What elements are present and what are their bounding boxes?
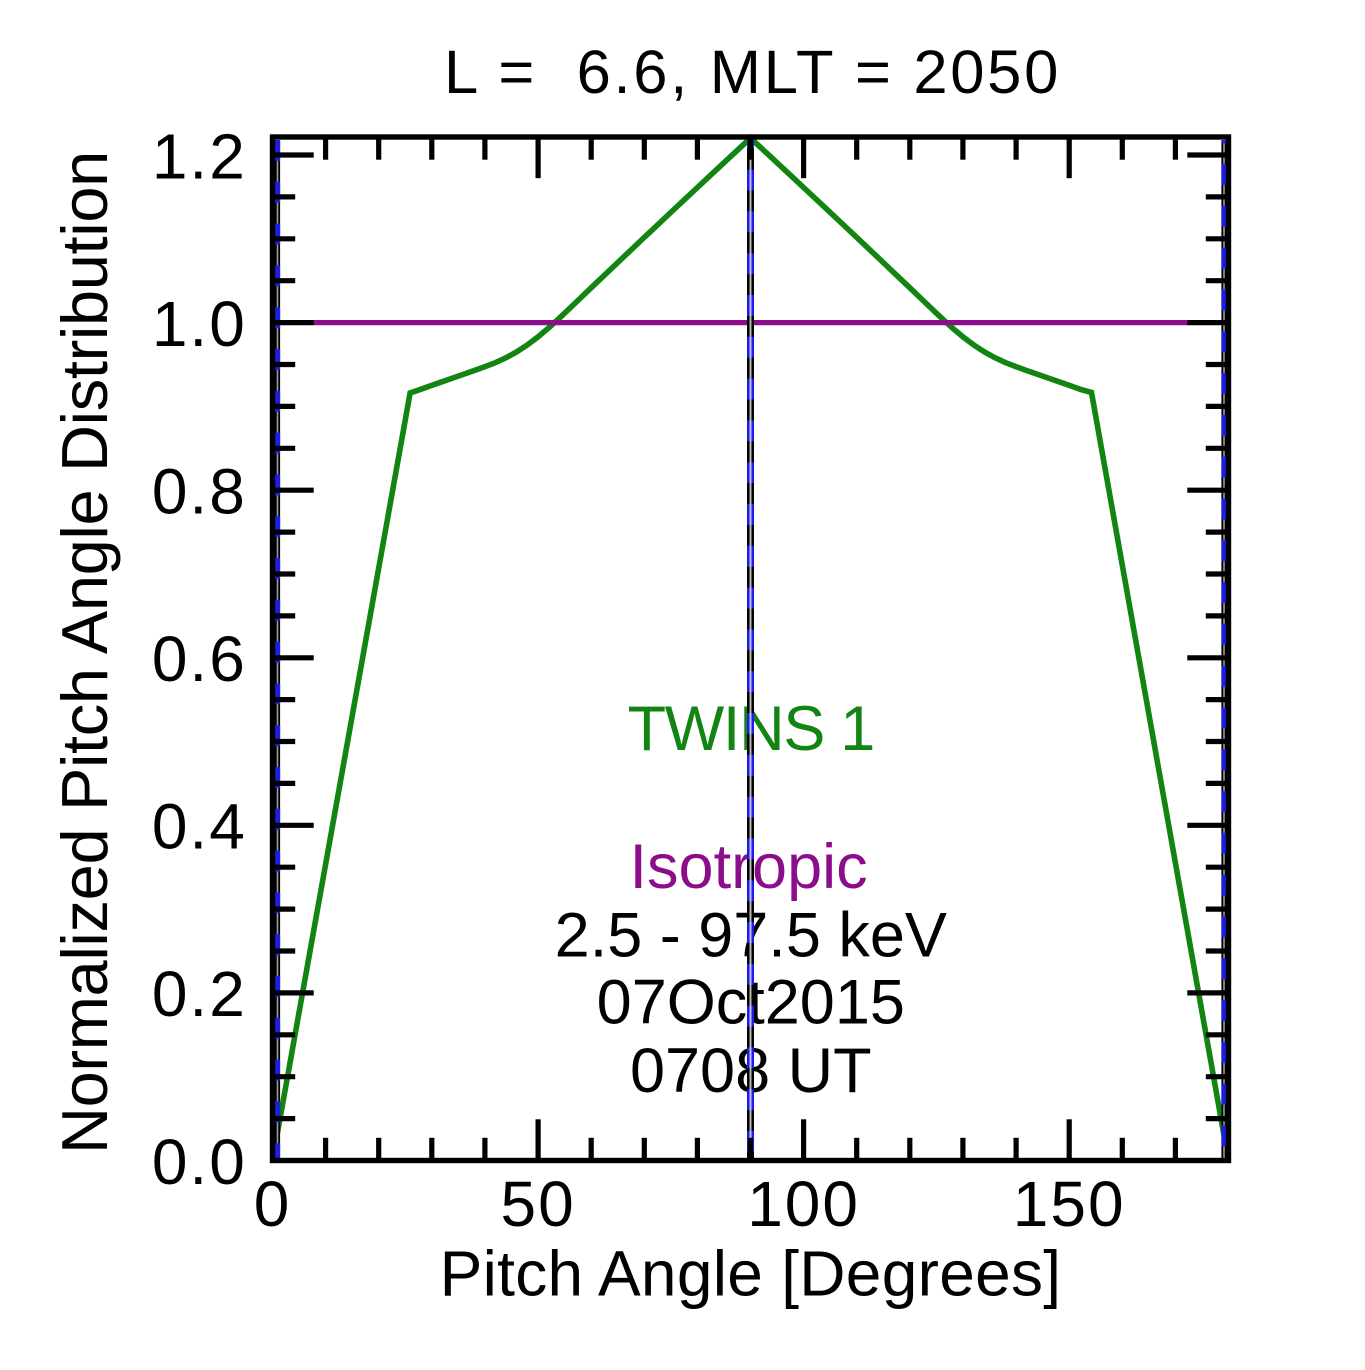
- svg-text:0: 0: [254, 1168, 292, 1240]
- svg-text:0.6: 0.6: [152, 623, 247, 695]
- svg-text:Normalized Pitch Angle Distrib: Normalized Pitch Angle Distribution: [48, 151, 121, 1154]
- svg-text:0.2: 0.2: [152, 958, 247, 1030]
- svg-text:100: 100: [747, 1168, 860, 1240]
- svg-text:L = 6.6, MLT = 2050: L = 6.6, MLT = 2050: [444, 38, 1061, 107]
- svg-text:50: 50: [501, 1168, 576, 1240]
- svg-text:150: 150: [1013, 1168, 1126, 1240]
- svg-text:0.4: 0.4: [152, 791, 247, 863]
- svg-text:1.2: 1.2: [152, 120, 247, 192]
- svg-text:Pitch Angle [Degrees]: Pitch Angle [Degrees]: [440, 1238, 1062, 1310]
- svg-text:1.0: 1.0: [152, 288, 247, 360]
- svg-text:0.0: 0.0: [152, 1126, 247, 1198]
- svg-text:0.8: 0.8: [152, 456, 247, 528]
